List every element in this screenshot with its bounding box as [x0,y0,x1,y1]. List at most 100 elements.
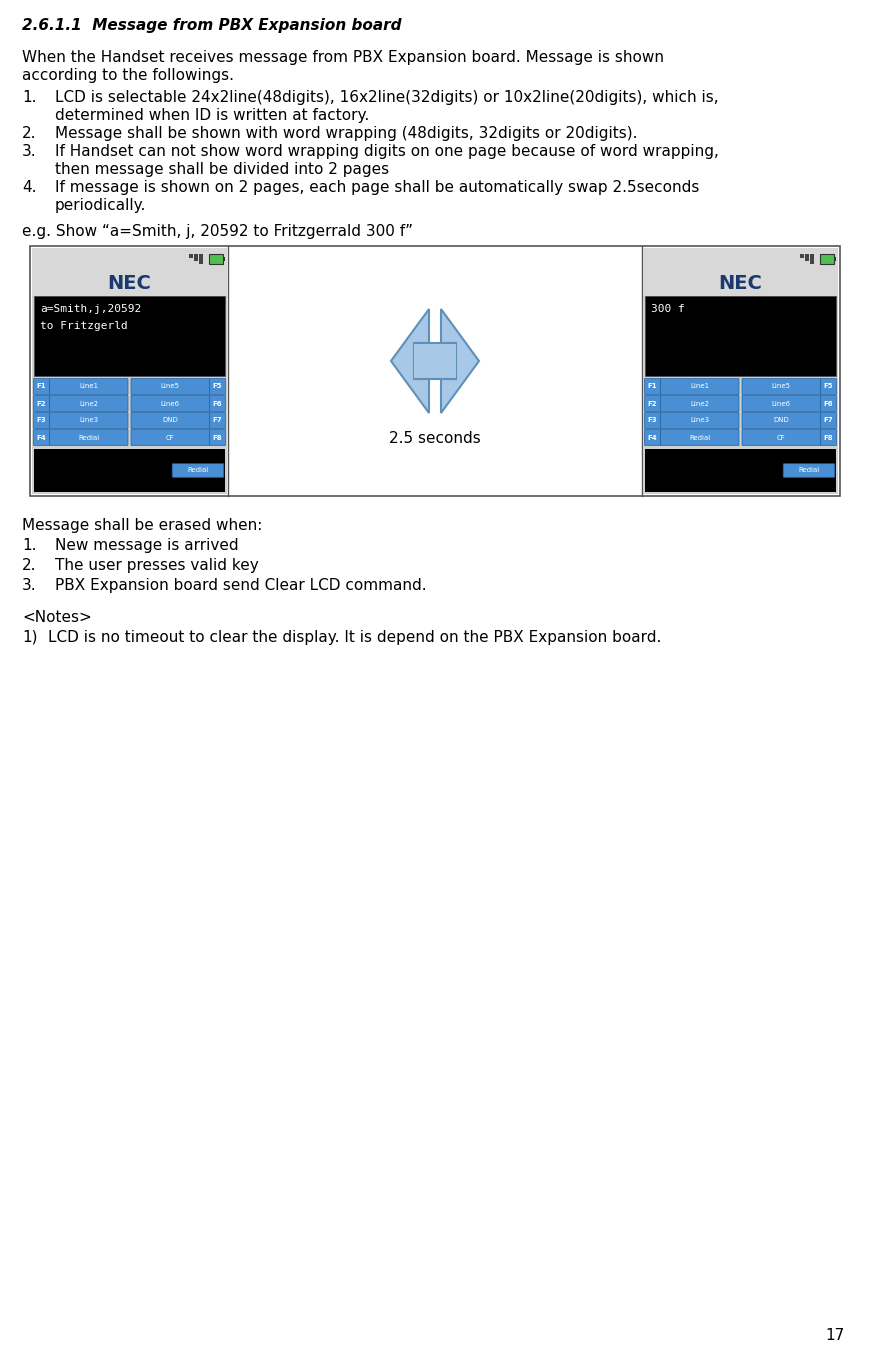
Polygon shape [441,309,479,413]
Text: F5: F5 [824,384,833,389]
Bar [810,254,814,263]
FancyBboxPatch shape [644,430,661,446]
Text: Message shall be shown with word wrapping (48digits, 32digits or 20digits).: Message shall be shown with word wrappin… [55,126,637,141]
Text: Line5: Line5 [161,384,180,389]
Bar [32,249,227,296]
Text: 1.: 1. [22,538,37,553]
Text: to Fritzgerld: to Fritzgerld [40,322,128,331]
FancyBboxPatch shape [821,396,836,412]
Text: LCD is selectable 24x2line(48digits), 16x2line(32digits) or 10x2line(20digits), : LCD is selectable 24x2line(48digits), 16… [55,91,718,105]
Text: Redial: Redial [187,467,209,473]
FancyBboxPatch shape [742,412,821,428]
Bar [645,449,836,492]
Text: When the Handset receives message from PBX Expansion board. Message is shown: When the Handset receives message from P… [22,50,664,65]
Text: F6: F6 [212,400,222,407]
Bar [414,343,456,380]
Polygon shape [391,309,429,413]
Text: 3.: 3. [22,578,37,593]
FancyBboxPatch shape [742,396,821,412]
Text: then message shall be divided into 2 pages: then message shall be divided into 2 pag… [55,162,389,177]
FancyBboxPatch shape [131,412,210,428]
FancyBboxPatch shape [210,430,225,446]
FancyBboxPatch shape [644,412,661,428]
Text: F7: F7 [212,417,222,423]
Text: Line6: Line6 [772,400,791,407]
FancyBboxPatch shape [783,463,835,477]
FancyBboxPatch shape [661,396,739,412]
Bar [30,246,840,496]
FancyBboxPatch shape [131,396,210,412]
Text: F3: F3 [37,417,46,423]
Bar [199,254,203,263]
Text: F3: F3 [648,417,657,423]
Text: CF: CF [166,435,175,440]
Text: The user presses valid key: The user presses valid key [55,558,259,573]
Text: 17: 17 [826,1328,845,1343]
Text: Redial: Redial [798,467,820,473]
Text: F8: F8 [212,435,222,440]
Bar [834,257,836,261]
Text: Line1: Line1 [690,384,710,389]
Text: 300 f: 300 f [651,304,684,313]
Text: If Handset can not show word wrapping digits on one page because of word wrappin: If Handset can not show word wrapping di… [55,145,719,159]
FancyBboxPatch shape [50,378,128,394]
Text: 1.: 1. [22,91,37,105]
Text: DND: DND [773,417,789,423]
Bar [34,296,225,376]
Text: Redial: Redial [689,435,711,440]
Text: Line5: Line5 [772,384,791,389]
Text: 2.5 seconds: 2.5 seconds [389,431,481,446]
FancyBboxPatch shape [661,412,739,428]
Bar [189,254,193,258]
Bar [643,249,838,296]
Text: 2.6.1.1  Message from PBX Expansion board: 2.6.1.1 Message from PBX Expansion board [22,18,401,32]
Bar [820,254,834,263]
FancyBboxPatch shape [50,396,128,412]
Text: F4: F4 [37,435,46,440]
FancyBboxPatch shape [821,378,836,394]
Bar [34,449,225,492]
Text: <Notes>: <Notes> [22,611,92,626]
Text: DND: DND [163,417,178,423]
Bar [805,254,809,261]
FancyBboxPatch shape [33,430,50,446]
FancyBboxPatch shape [33,378,50,394]
Text: F8: F8 [823,435,833,440]
FancyBboxPatch shape [821,412,836,428]
Text: F7: F7 [823,417,833,423]
FancyBboxPatch shape [33,412,50,428]
Text: F1: F1 [37,384,46,389]
Bar [645,296,836,376]
Text: 2.: 2. [22,126,37,141]
FancyBboxPatch shape [821,430,836,446]
FancyBboxPatch shape [742,430,821,446]
FancyBboxPatch shape [661,430,739,446]
Text: Redial: Redial [78,435,100,440]
FancyBboxPatch shape [33,396,50,412]
Text: Line3: Line3 [80,417,98,423]
Text: Line6: Line6 [161,400,180,407]
Bar [800,254,804,258]
FancyBboxPatch shape [644,396,661,412]
Text: F2: F2 [648,400,657,407]
Text: a=Smith,j,20592: a=Smith,j,20592 [40,304,142,313]
FancyBboxPatch shape [644,378,661,394]
FancyBboxPatch shape [131,430,210,446]
Text: F2: F2 [37,400,46,407]
FancyBboxPatch shape [210,412,225,428]
Text: Line2: Line2 [80,400,98,407]
FancyBboxPatch shape [50,412,128,428]
Bar [223,257,225,261]
FancyBboxPatch shape [661,378,739,394]
Text: NEC: NEC [718,274,762,293]
Text: PBX Expansion board send Clear LCD command.: PBX Expansion board send Clear LCD comma… [55,578,427,593]
FancyBboxPatch shape [50,430,128,446]
Text: Line2: Line2 [690,400,709,407]
Text: F1: F1 [648,384,657,389]
Text: F6: F6 [824,400,833,407]
Text: New message is arrived: New message is arrived [55,538,239,553]
Text: Line3: Line3 [690,417,710,423]
Bar [194,254,198,261]
FancyBboxPatch shape [131,378,210,394]
FancyBboxPatch shape [742,378,821,394]
